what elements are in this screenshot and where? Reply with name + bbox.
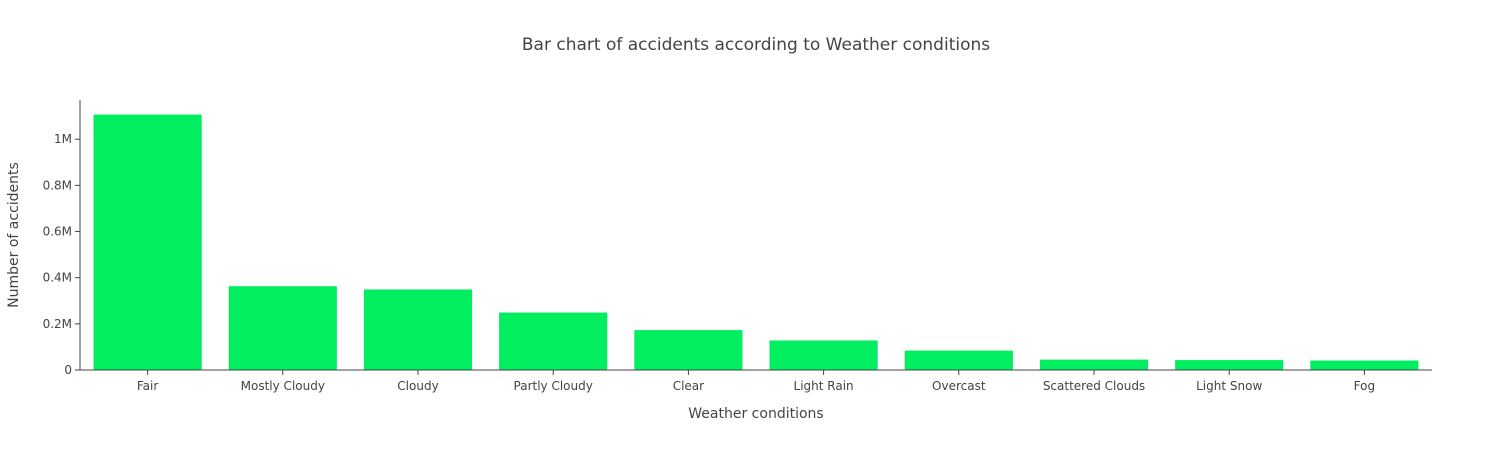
y-tick-label: 1M [54, 132, 72, 146]
y-tick-label: 0.8M [43, 178, 72, 192]
bar-light-snow [1175, 360, 1284, 370]
x-tick-label: Overcast [932, 379, 986, 393]
chart-title: Bar chart of accidents according to Weat… [522, 35, 990, 55]
bar-partly-cloudy [499, 312, 608, 370]
y-axis: 0 0.2M 0.4M 0.6M 0.8M 1M [43, 100, 81, 377]
y-tick-label: 0.2M [43, 317, 72, 331]
x-axis: Fair Mostly Cloudy Cloudy Partly Cloudy Clea… [80, 369, 1432, 393]
x-tick-label: Fog [1354, 379, 1375, 393]
x-tick-label: Light Rain [794, 379, 854, 393]
x-tick-label: Partly Cloudy [514, 379, 593, 393]
x-tick-label: Light Snow [1196, 379, 1262, 393]
y-tick-label: 0.4M [43, 271, 72, 285]
x-tick-label: Mostly Cloudy [241, 379, 325, 393]
x-tick-label: Clear [673, 379, 704, 393]
y-tick-label: 0.6M [43, 225, 72, 239]
bar-overcast [904, 350, 1013, 370]
bar-light-rain [769, 340, 878, 370]
x-tick-label: Cloudy [397, 379, 438, 393]
y-tick-label: 0 [64, 363, 72, 377]
bars-group [93, 114, 1419, 371]
bar-cloudy [363, 289, 473, 370]
x-tick-label: Scattered Clouds [1043, 379, 1145, 393]
y-axis-title: Number of accidents [6, 162, 22, 308]
bar-fair [93, 114, 202, 371]
bar-clear [634, 330, 743, 370]
bar-mostly-cloudy [228, 286, 337, 370]
bar-scattered-clouds [1039, 359, 1149, 370]
x-tick-label: Fair [137, 379, 158, 393]
x-axis-title: Weather conditions [688, 406, 823, 422]
bar-fog [1310, 360, 1419, 370]
